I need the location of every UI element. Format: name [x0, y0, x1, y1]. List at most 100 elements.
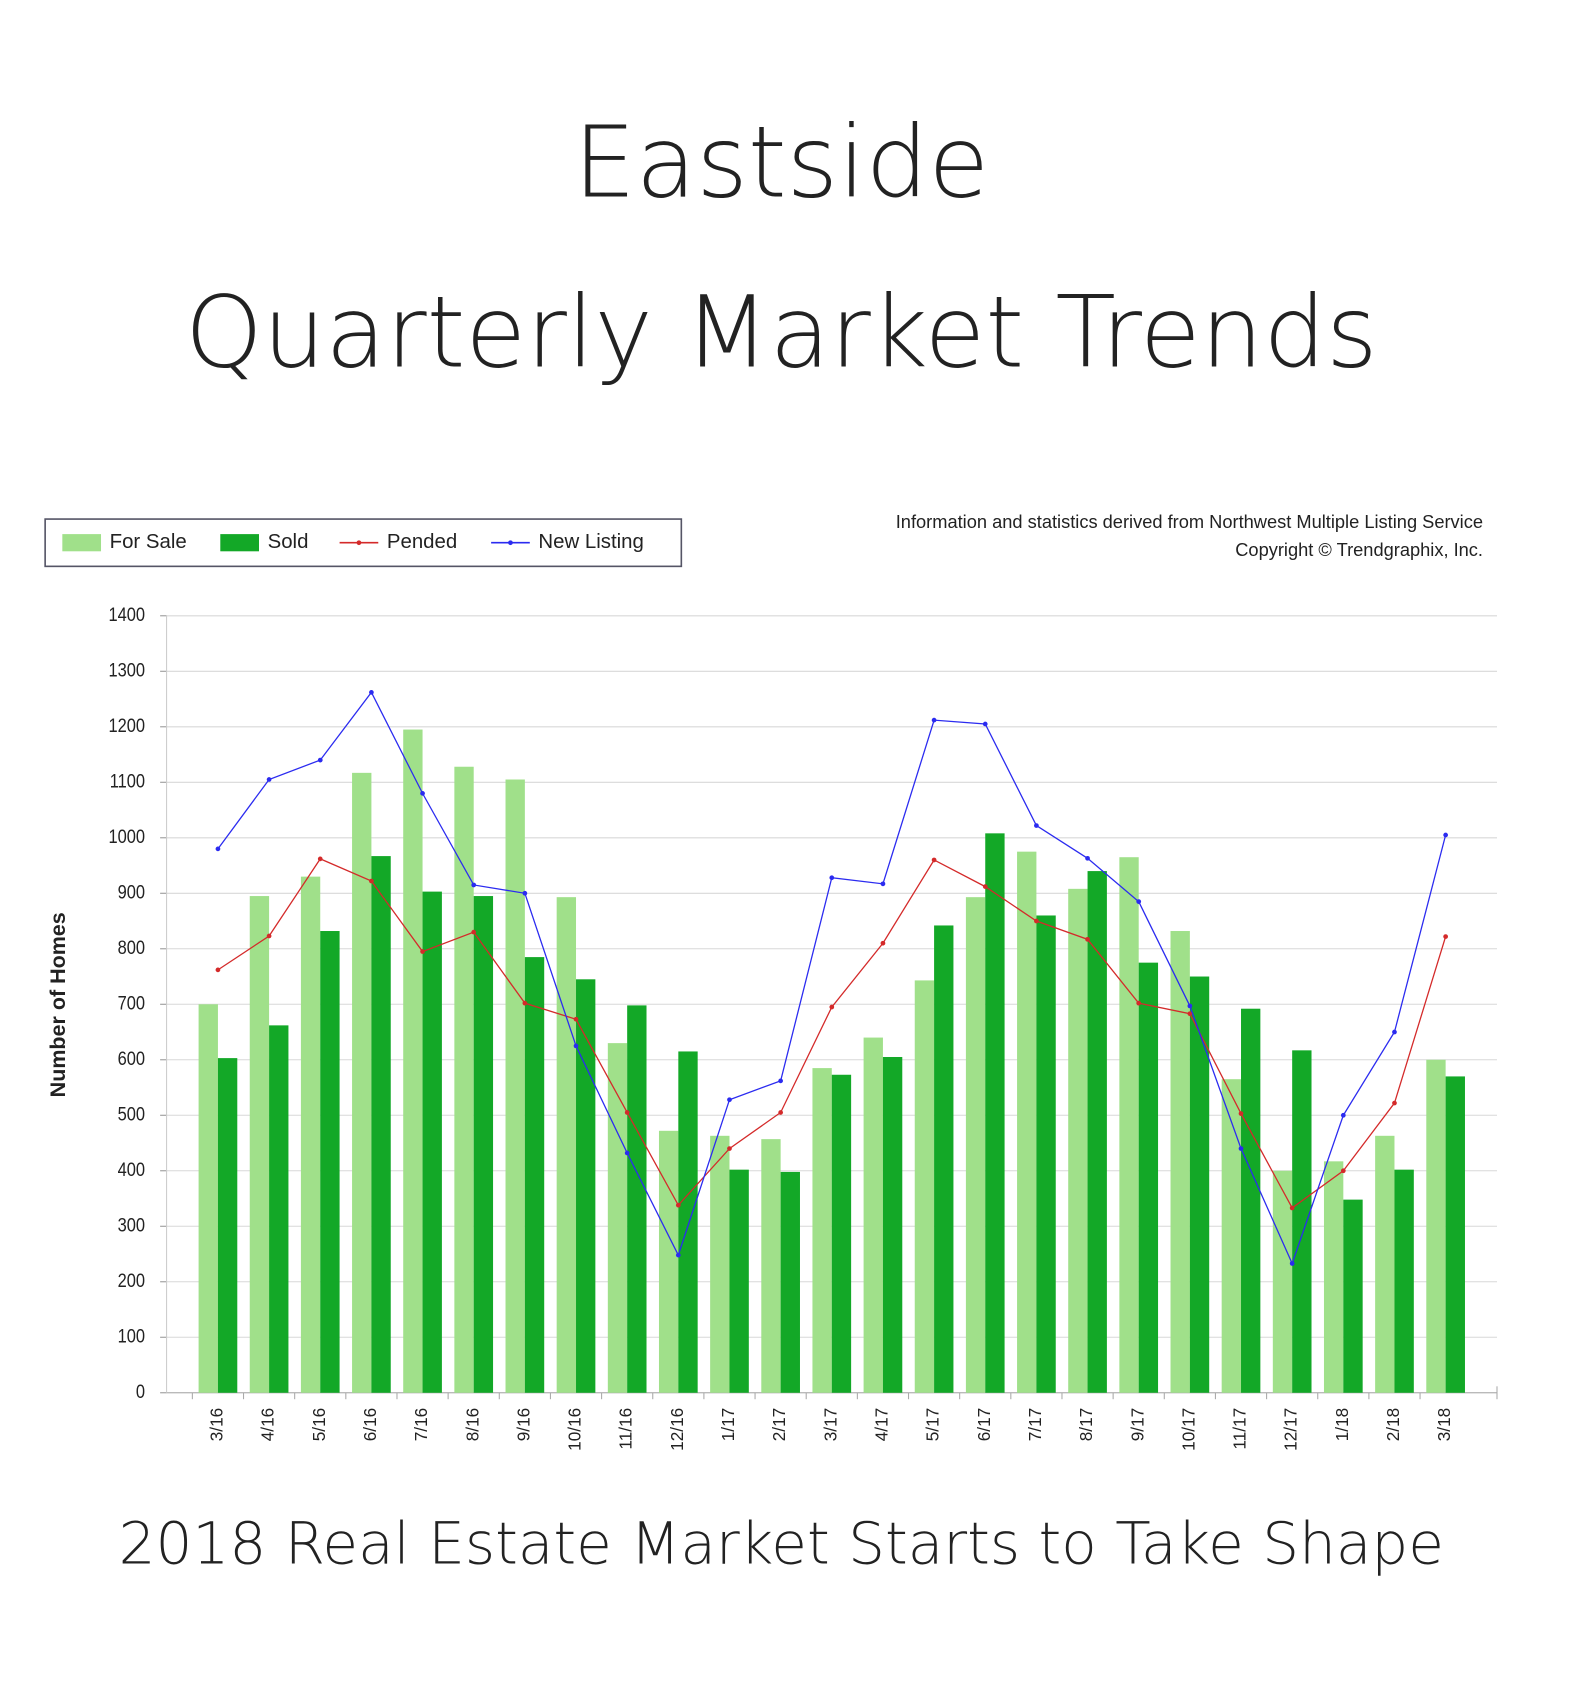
point	[931, 857, 937, 863]
point	[880, 881, 886, 887]
legend-label: Pended	[387, 531, 457, 553]
bar	[352, 772, 372, 1393]
bar	[576, 979, 596, 1393]
bar	[1036, 915, 1056, 1393]
point	[317, 757, 323, 763]
bar	[831, 1074, 852, 1393]
point	[369, 690, 374, 695]
bar	[1068, 888, 1088, 1393]
bar	[882, 1056, 903, 1393]
source-note: Information and statistics derived from …	[896, 511, 1483, 532]
point	[1187, 1003, 1193, 1009]
y-tick-label: 200	[118, 1270, 145, 1292]
point	[522, 1000, 528, 1006]
bar	[1323, 1161, 1344, 1393]
y-tick-label: 1200	[109, 715, 146, 737]
point	[1085, 855, 1090, 861]
point	[675, 1252, 681, 1258]
x-tick-label: 5/17	[923, 1408, 943, 1441]
legend-label: New Listing	[538, 531, 643, 553]
bar	[556, 897, 577, 1393]
x-tick-label: 7/17	[1025, 1408, 1045, 1441]
bar	[812, 1068, 832, 1393]
point	[624, 1110, 630, 1115]
point	[573, 1043, 579, 1049]
plot: 0 100 200 300 400 500 600 700 800 900 1000 1100 1200…	[109, 604, 1498, 1451]
point	[624, 1150, 630, 1156]
legend-swatch	[356, 540, 362, 546]
point	[420, 949, 425, 954]
y-tick-label: 700	[118, 992, 145, 1014]
point	[931, 717, 937, 723]
bar	[678, 1051, 698, 1393]
point	[573, 1016, 579, 1022]
point	[1187, 1011, 1193, 1017]
x-tick-label: 4/16	[258, 1408, 278, 1441]
bar	[934, 925, 954, 1393]
bar	[780, 1171, 800, 1393]
caption: 2018 Real Estate Market Starts to Take S…	[119, 1510, 1444, 1578]
x-tick-label: 10/17	[1178, 1408, 1198, 1451]
x-tick-label: 11/17	[1230, 1408, 1250, 1450]
bar	[1119, 857, 1139, 1393]
y-tick-label: 900	[118, 881, 145, 903]
point	[266, 777, 272, 782]
bar	[965, 897, 986, 1393]
bar	[1375, 1135, 1395, 1393]
y-tick-label: 800	[118, 937, 145, 959]
chart-title: Eastside	[573, 106, 989, 221]
bar	[729, 1169, 749, 1393]
point	[1034, 823, 1039, 828]
bar	[985, 833, 1005, 1393]
point	[522, 890, 528, 896]
point	[1034, 918, 1039, 924]
point	[778, 1078, 783, 1084]
y-tick-label: 100	[118, 1325, 145, 1347]
point	[727, 1146, 732, 1151]
point	[471, 882, 477, 888]
point	[1340, 1112, 1346, 1118]
bar	[300, 876, 321, 1393]
y-tick-label: 500	[118, 1103, 145, 1125]
x-tick-label: 2/18	[1383, 1408, 1403, 1441]
point	[1238, 1111, 1244, 1116]
x-tick-label: 11/16	[616, 1408, 636, 1450]
bar	[1445, 1076, 1465, 1393]
x-tick-label: 9/17	[1127, 1408, 1147, 1441]
x-tick-label: 12/17	[1281, 1408, 1301, 1451]
legend-swatch	[62, 534, 102, 552]
point	[1085, 936, 1090, 942]
bar	[1272, 1170, 1293, 1393]
bar	[607, 1043, 628, 1393]
point	[215, 967, 221, 973]
x-tick-label: 8/17	[1076, 1408, 1096, 1441]
x-tick-label: 12/16	[667, 1408, 687, 1451]
point	[215, 846, 221, 852]
y-axis-label: Number of Homes	[46, 912, 70, 1097]
point	[778, 1110, 783, 1115]
y-tick-label: 1000	[109, 826, 146, 848]
x-tick-label: 10/16	[565, 1408, 585, 1451]
point	[1443, 832, 1448, 838]
chart-subtitle: Quarterly Market Trends	[185, 275, 1378, 390]
bar	[371, 856, 391, 1393]
bar	[658, 1130, 679, 1393]
point	[1238, 1146, 1244, 1151]
x-tick-label: 8/16	[462, 1408, 482, 1441]
legend-label: For Sale	[110, 531, 187, 553]
legend-swatch	[508, 540, 513, 546]
point	[1289, 1261, 1295, 1266]
y-tick-label: 400	[118, 1159, 145, 1181]
point	[1340, 1168, 1346, 1174]
bar	[914, 980, 935, 1393]
bar	[217, 1058, 238, 1393]
bar	[1221, 1079, 1242, 1393]
y-tick-label: 1300	[109, 659, 146, 681]
point	[982, 884, 988, 889]
point	[675, 1202, 681, 1208]
x-tick-label: 6/17	[974, 1408, 994, 1441]
point	[1443, 934, 1448, 939]
y-tick-label: 300	[118, 1214, 145, 1236]
y-tick-label: 600	[118, 1048, 145, 1070]
